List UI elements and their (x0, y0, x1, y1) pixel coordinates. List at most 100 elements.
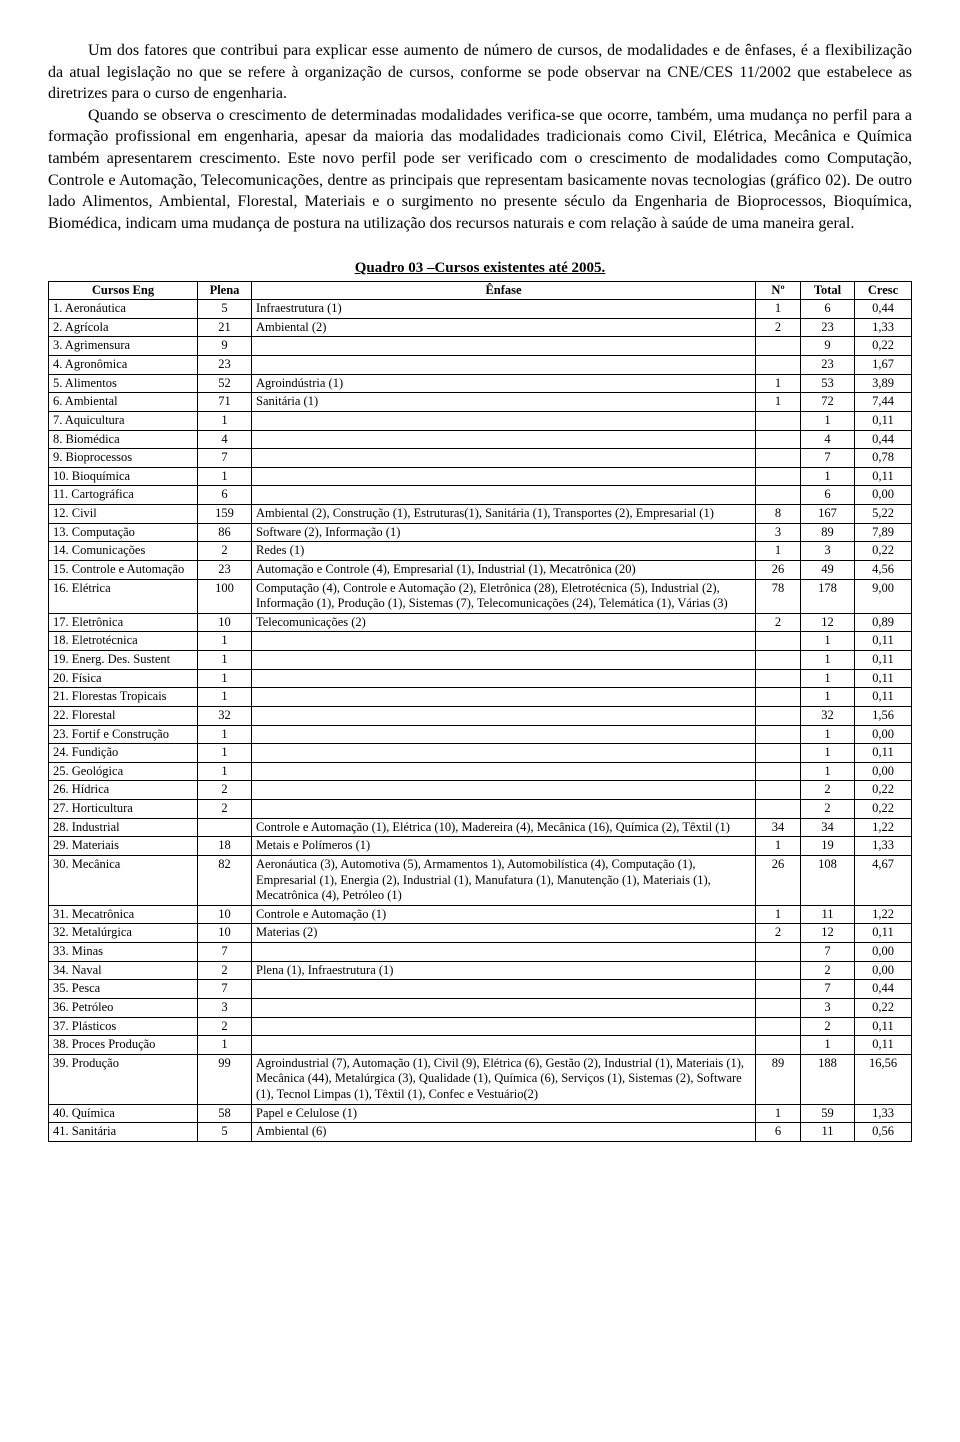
table-row: 27. Horticultura220,22 (49, 800, 912, 819)
cell-no: 89 (756, 1054, 801, 1104)
cell-no: 1 (756, 542, 801, 561)
cell-no: 26 (756, 855, 801, 905)
cell-no: 6 (756, 1123, 801, 1142)
cell-plena: 86 (198, 523, 252, 542)
cell-plena: 1 (198, 725, 252, 744)
cell-enfase: Software (2), Informação (1) (252, 523, 756, 542)
cell-total: 7 (801, 943, 855, 962)
cell-cresc: 0,22 (855, 800, 912, 819)
cell-curso: 33. Minas (49, 943, 198, 962)
table-row: 39. Produção99Agroindustrial (7), Automa… (49, 1054, 912, 1104)
cell-enfase: Ambiental (2), Construção (1), Estrutura… (252, 505, 756, 524)
cell-curso: 20. Física (49, 669, 198, 688)
table-row: 34. Naval2Plena (1), Infraestrutura (1)2… (49, 961, 912, 980)
cell-cresc: 7,89 (855, 523, 912, 542)
cell-plena: 1 (198, 1036, 252, 1055)
cell-total: 2 (801, 961, 855, 980)
table-row: 31. Mecatrônica10Controle e Automação (1… (49, 905, 912, 924)
cell-curso: 18. Eletrotécnica (49, 632, 198, 651)
cell-total: 6 (801, 486, 855, 505)
cell-total: 1 (801, 744, 855, 763)
table-row: 21. Florestas Tropicais110,11 (49, 688, 912, 707)
cell-curso: 40. Química (49, 1104, 198, 1123)
cell-total: 2 (801, 781, 855, 800)
cell-curso: 28. Industrial (49, 818, 198, 837)
cell-plena: 1 (198, 744, 252, 763)
cell-curso: 5. Alimentos (49, 374, 198, 393)
cell-curso: 21. Florestas Tropicais (49, 688, 198, 707)
cell-cresc: 1,33 (855, 837, 912, 856)
table-row: 10. Bioquímica110,11 (49, 467, 912, 486)
table-title: Quadro 03 –Cursos existentes até 2005. (48, 258, 912, 278)
cell-enfase: Metais e Polímeros (1) (252, 837, 756, 856)
col-header-total: Total (801, 281, 855, 300)
cell-curso: 41. Sanitária (49, 1123, 198, 1142)
cell-curso: 24. Fundição (49, 744, 198, 763)
cell-cresc: 3,89 (855, 374, 912, 393)
cell-curso: 39. Produção (49, 1054, 198, 1104)
cell-enfase (252, 337, 756, 356)
cell-enfase (252, 943, 756, 962)
cell-no: 1 (756, 837, 801, 856)
cell-enfase (252, 1017, 756, 1036)
cell-total: 23 (801, 318, 855, 337)
cell-no (756, 762, 801, 781)
cell-curso: 4. Agronômica (49, 356, 198, 375)
cell-cresc: 1,22 (855, 818, 912, 837)
cell-total: 9 (801, 337, 855, 356)
cell-plena: 10 (198, 613, 252, 632)
cell-total: 178 (801, 579, 855, 613)
cell-curso: 10. Bioquímica (49, 467, 198, 486)
cell-plena: 9 (198, 337, 252, 356)
cell-total: 1 (801, 632, 855, 651)
cell-curso: 17. Eletrônica (49, 613, 198, 632)
table-row: 2. Agrícola21Ambiental (2)2231,33 (49, 318, 912, 337)
col-header-cresc: Cresc (855, 281, 912, 300)
cell-enfase: Ambiental (6) (252, 1123, 756, 1142)
cell-plena: 159 (198, 505, 252, 524)
cell-enfase (252, 651, 756, 670)
table-row: 25. Geológica110,00 (49, 762, 912, 781)
table-row: 28. IndustrialControle e Automação (1), … (49, 818, 912, 837)
col-header-no: Nº (756, 281, 801, 300)
cell-total: 2 (801, 1017, 855, 1036)
cell-enfase: Infraestrutura (1) (252, 300, 756, 319)
table-header-row: Cursos Eng Plena Ênfase Nº Total Cresc (49, 281, 912, 300)
cell-enfase: Sanitária (1) (252, 393, 756, 412)
cell-plena: 99 (198, 1054, 252, 1104)
cell-no (756, 744, 801, 763)
cell-plena: 5 (198, 300, 252, 319)
table-row: 36. Petróleo330,22 (49, 998, 912, 1017)
cell-total: 7 (801, 449, 855, 468)
cell-curso: 7. Aquicultura (49, 411, 198, 430)
cell-plena: 32 (198, 706, 252, 725)
cell-cresc: 0,11 (855, 688, 912, 707)
cell-total: 7 (801, 980, 855, 999)
cell-no (756, 632, 801, 651)
cell-enfase (252, 632, 756, 651)
cell-enfase: Plena (1), Infraestrutura (1) (252, 961, 756, 980)
cell-enfase: Materias (2) (252, 924, 756, 943)
table-row: 7. Aquicultura110,11 (49, 411, 912, 430)
cell-cresc: 16,56 (855, 1054, 912, 1104)
cell-plena: 1 (198, 762, 252, 781)
cell-curso: 14. Comunicações (49, 542, 198, 561)
cell-cresc: 0,22 (855, 542, 912, 561)
cell-no (756, 1036, 801, 1055)
cell-cresc: 4,67 (855, 855, 912, 905)
table-row: 15. Controle e Automação23Automação e Co… (49, 560, 912, 579)
table-row: 30. Mecânica82Aeronáutica (3), Automotiv… (49, 855, 912, 905)
cell-total: 1 (801, 669, 855, 688)
cell-cresc: 7,44 (855, 393, 912, 412)
table-row: 12. Civil159Ambiental (2), Construção (1… (49, 505, 912, 524)
cell-curso: 29. Materiais (49, 837, 198, 856)
cell-cresc: 0,22 (855, 998, 912, 1017)
cell-enfase (252, 706, 756, 725)
cell-cresc: 0,44 (855, 980, 912, 999)
cell-cresc: 1,67 (855, 356, 912, 375)
table-row: 8. Biomédica440,44 (49, 430, 912, 449)
cell-enfase (252, 980, 756, 999)
cell-total: 32 (801, 706, 855, 725)
table-row: 4. Agronômica23231,67 (49, 356, 912, 375)
cell-enfase: Agroindustrial (7), Automação (1), Civil… (252, 1054, 756, 1104)
